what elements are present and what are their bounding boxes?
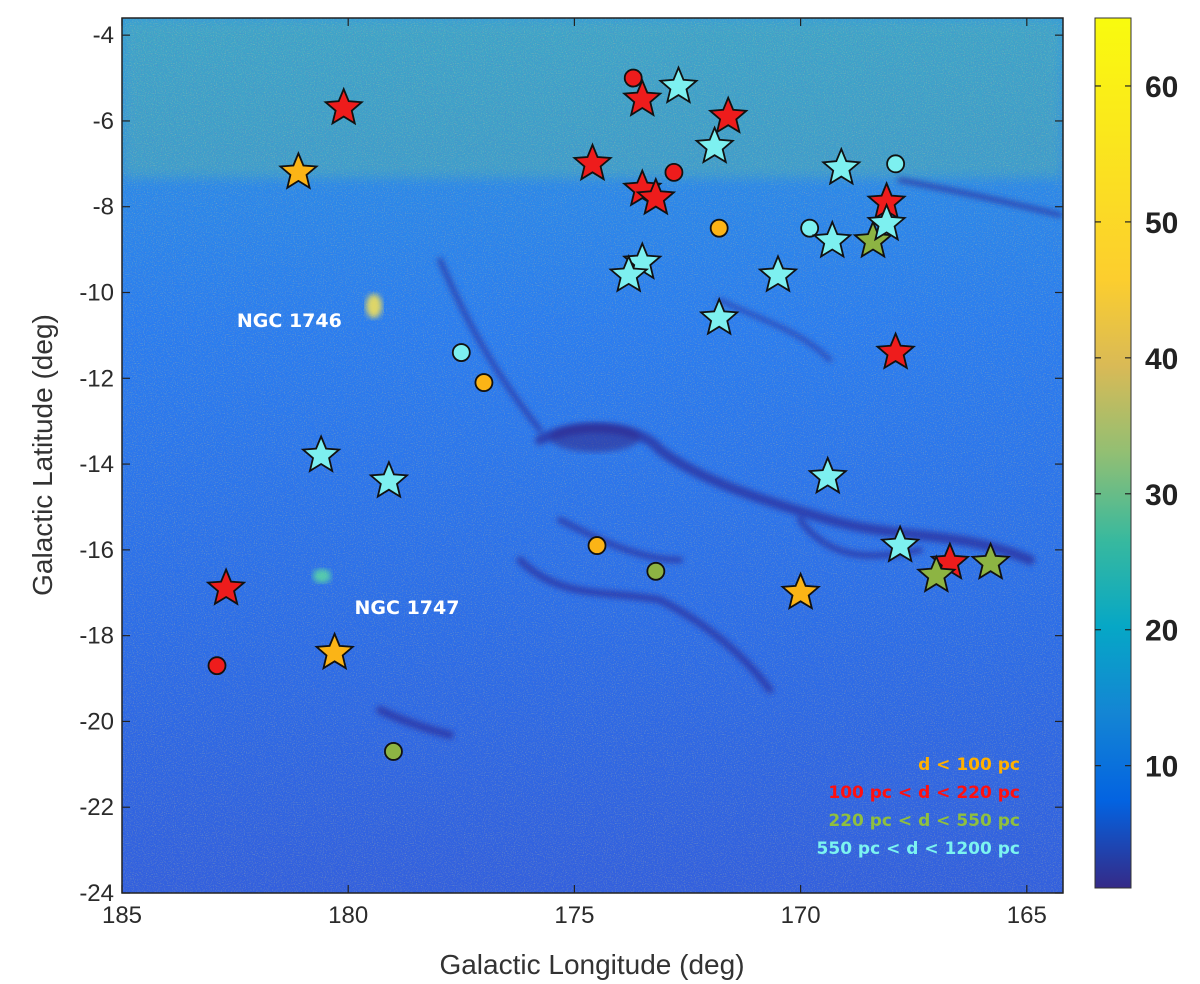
y-tick-label: -22 <box>79 794 114 821</box>
x-axis-title: Galactic Longitude (deg) <box>439 949 744 980</box>
y-axis: -4 -6 -8 -10 -12 -14 -16 -18 -20 -22 -24 <box>79 22 1063 907</box>
colorbar-tick-label: 10 <box>1145 751 1178 784</box>
colorbar-gradient <box>1094 17 1132 889</box>
data-markers <box>205 65 1011 761</box>
circle-marker <box>709 218 729 238</box>
y-tick-label: -10 <box>79 280 114 307</box>
star-marker <box>608 254 650 293</box>
star-marker <box>323 86 364 126</box>
circle-marker <box>623 68 643 88</box>
star-marker <box>707 95 749 134</box>
legend-entry: d < 100 pc <box>918 755 1020 775</box>
star-marker <box>879 524 921 563</box>
legend-entry: 220 pc < d < 550 pc <box>828 811 1020 831</box>
legend-entry: 100 pc < d < 220 pc <box>828 783 1020 803</box>
star-marker <box>300 434 342 473</box>
x-tick-label: 180 <box>328 902 368 929</box>
star-marker <box>807 455 849 495</box>
y-tick-label: -24 <box>79 880 114 907</box>
star-marker <box>635 176 677 216</box>
star-marker <box>852 219 894 259</box>
colorbar-tick-label: 40 <box>1145 343 1178 376</box>
star-marker <box>970 541 1011 581</box>
star-marker <box>572 142 613 182</box>
colorbar: 10 20 30 40 50 60 <box>1094 17 1178 889</box>
star-marker <box>811 219 853 259</box>
y-tick-label: -12 <box>79 365 114 392</box>
circle-marker <box>646 561 666 581</box>
circle-marker <box>664 163 684 182</box>
circle-marker <box>384 742 403 761</box>
star-marker <box>875 331 916 370</box>
y-tick-label: -18 <box>79 623 114 650</box>
colorbar-tick-label: 60 <box>1145 71 1178 104</box>
star-marker <box>205 567 247 606</box>
annotations: NGC 1746 NGC 1747 <box>237 310 460 619</box>
star-marker <box>314 631 355 671</box>
circle-marker <box>207 656 227 676</box>
y-axis-title: Galactic Latitude (deg) <box>27 314 58 596</box>
star-marker <box>698 296 740 336</box>
y-tick-label: -16 <box>79 537 114 564</box>
x-tick-label: 165 <box>1007 902 1047 929</box>
star-marker <box>368 459 410 499</box>
circle-marker <box>587 536 607 555</box>
y-tick-label: -20 <box>79 708 114 735</box>
legend: d < 100 pc 100 pc < d < 220 pc 220 pc < d … <box>817 755 1020 859</box>
star-marker <box>866 202 907 242</box>
x-axis: 185 180 175 170 165 <box>102 18 1047 929</box>
star-marker <box>658 65 699 104</box>
y-tick-label: -14 <box>79 451 114 478</box>
y-tick-label: -6 <box>93 108 114 135</box>
x-tick-label: 175 <box>554 902 594 929</box>
star-marker <box>621 78 663 117</box>
legend-entry: 550 pc < d < 1200 pc <box>817 839 1020 859</box>
circle-marker <box>800 218 820 238</box>
x-tick-label: 170 <box>781 902 821 929</box>
colorbar-tick-label: 30 <box>1145 479 1178 512</box>
plot-frame <box>121 17 1064 894</box>
circle-marker <box>474 373 494 392</box>
colorbar-tick-label: 50 <box>1145 207 1178 240</box>
annotation-label: NGC 1747 <box>355 597 460 619</box>
circle-marker <box>886 154 906 174</box>
star-marker <box>278 151 319 190</box>
x-tick-label: 185 <box>102 902 142 929</box>
annotation-label: NGC 1746 <box>237 310 342 332</box>
star-marker <box>694 125 735 164</box>
star-marker <box>821 146 862 186</box>
star-marker <box>916 554 957 593</box>
colorbar-tick-label: 20 <box>1145 615 1178 648</box>
star-marker <box>780 571 821 610</box>
y-tick-label: -8 <box>93 194 114 221</box>
star-marker <box>757 254 799 293</box>
y-tick-label: -4 <box>93 22 114 49</box>
circle-marker <box>451 343 471 362</box>
